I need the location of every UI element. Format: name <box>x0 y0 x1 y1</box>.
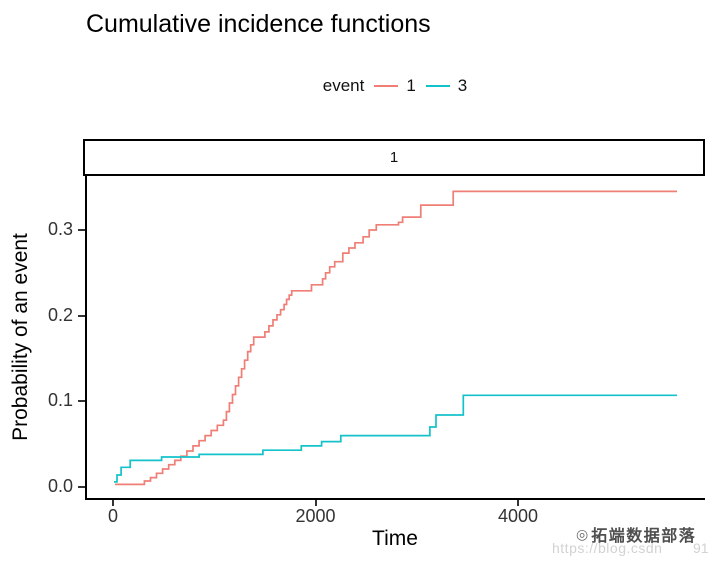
chart-title: Cumulative incidence functions <box>86 10 431 38</box>
watermark-url: https://blog.csdn <box>552 540 663 556</box>
watermark-url-fragment: 91 <box>693 540 709 556</box>
legend-title: event <box>322 76 365 95</box>
x-tick-label: 2000 <box>295 506 336 526</box>
x-tick-mark <box>314 500 317 506</box>
watermark-brand-text: 拓端数据部落 <box>591 528 697 545</box>
y-tick-label: 0.1 <box>47 390 73 411</box>
series-line-event-3 <box>114 394 677 483</box>
y-tick-mark <box>78 314 85 317</box>
y-tick-label: 0.2 <box>47 304 73 325</box>
facet-strip: 1 <box>83 139 705 176</box>
watermark-logo-icon: ◎ <box>576 525 589 542</box>
watermark-brand: ◎ 拓端数据部落 <box>576 522 696 546</box>
facet-strip-label: 1 <box>389 149 399 166</box>
legend-line-swatch-icon <box>425 85 450 87</box>
legend: event 1 3 <box>85 76 705 96</box>
series-line-event-1 <box>115 190 677 486</box>
x-tick-mark <box>517 500 519 506</box>
legend-item-label: 1 <box>406 76 416 95</box>
x-axis-title: Time <box>372 527 418 550</box>
plot-panel <box>85 175 705 500</box>
legend-line-swatch-icon <box>374 85 399 87</box>
legend-item-event-1: 1 <box>374 76 416 96</box>
legend-item-label: 3 <box>457 76 468 95</box>
legend-item-event-3: 3 <box>425 76 468 96</box>
y-tick-mark <box>78 486 85 488</box>
x-tick-label: 0 <box>107 506 118 526</box>
y-tick-label: 0.0 <box>47 476 73 496</box>
plot-lines <box>85 175 705 500</box>
x-tick-label: 4000 <box>497 506 539 526</box>
y-tick-mark <box>78 228 85 231</box>
y-tick-label: 0.3 <box>47 218 73 239</box>
x-tick-mark <box>112 500 114 506</box>
y-tick-mark <box>78 400 85 403</box>
